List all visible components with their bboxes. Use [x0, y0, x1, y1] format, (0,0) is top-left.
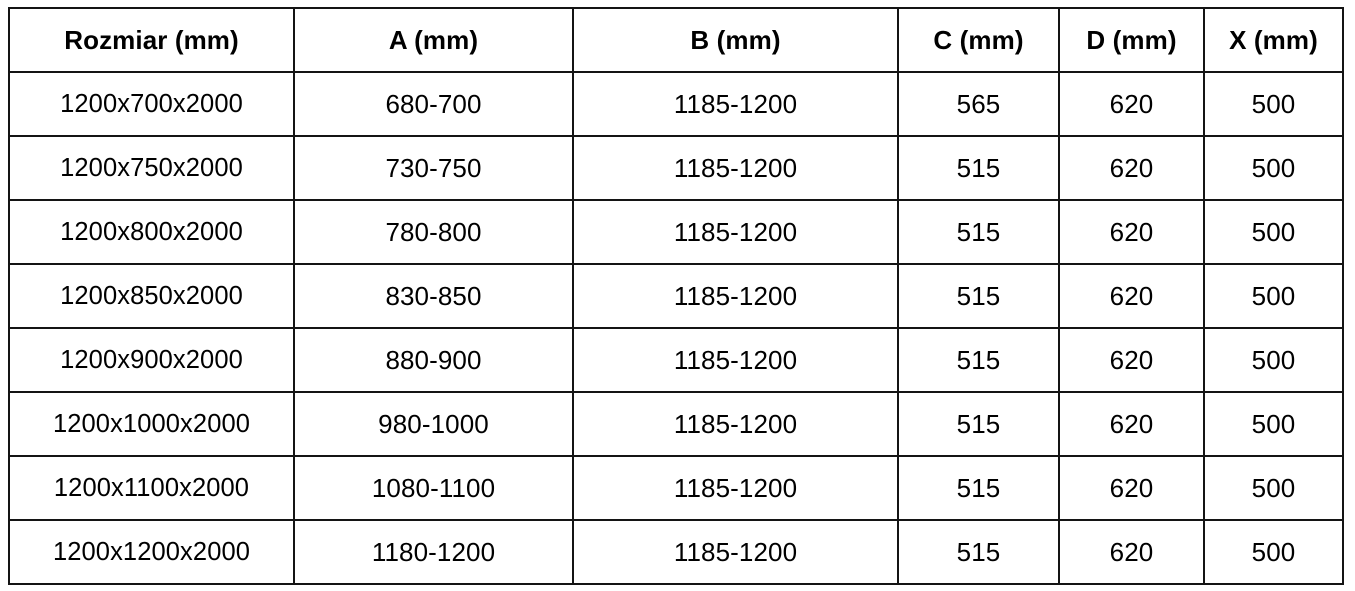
table-header-row: Rozmiar (mm) A (mm) B (mm) C (mm) D (mm)…: [8, 7, 1344, 73]
cell-d: 620: [1058, 327, 1205, 393]
size-table-container: Rozmiar (mm) A (mm) B (mm) C (mm) D (mm)…: [8, 7, 1344, 585]
cell-d: 620: [1058, 199, 1205, 265]
cell-d: 620: [1058, 455, 1205, 521]
cell-d: 620: [1058, 391, 1205, 457]
cell-rozmiar: 1200x1100x2000: [8, 455, 295, 521]
cell-rozmiar: 1200x1200x2000: [8, 519, 295, 585]
cell-c: 515: [897, 391, 1060, 457]
column-header-x: X (mm): [1203, 7, 1344, 73]
cell-rozmiar: 1200x750x2000: [8, 135, 295, 201]
cell-x: 500: [1203, 391, 1344, 457]
table-row: 1200x1200x2000 1180-1200 1185-1200 515 6…: [8, 519, 1344, 585]
column-header-c: C (mm): [897, 7, 1060, 73]
cell-x: 500: [1203, 263, 1344, 329]
column-header-b: B (mm): [572, 7, 899, 73]
cell-a: 1080-1100: [293, 455, 574, 521]
cell-d: 620: [1058, 263, 1205, 329]
table-header: Rozmiar (mm) A (mm) B (mm) C (mm) D (mm)…: [8, 7, 1344, 73]
cell-d: 620: [1058, 135, 1205, 201]
cell-b: 1185-1200: [572, 519, 899, 585]
cell-d: 620: [1058, 519, 1205, 585]
cell-rozmiar: 1200x850x2000: [8, 263, 295, 329]
cell-b: 1185-1200: [572, 327, 899, 393]
cell-b: 1185-1200: [572, 391, 899, 457]
cell-rozmiar: 1200x800x2000: [8, 199, 295, 265]
cell-c: 565: [897, 71, 1060, 137]
cell-b: 1185-1200: [572, 455, 899, 521]
cell-x: 500: [1203, 199, 1344, 265]
cell-c: 515: [897, 519, 1060, 585]
cell-x: 500: [1203, 455, 1344, 521]
cell-rozmiar: 1200x900x2000: [8, 327, 295, 393]
tabela-rozmiarow: Rozmiar (mm) A (mm) B (mm) C (mm) D (mm)…: [8, 7, 1344, 585]
table-row: 1200x750x2000 730-750 1185-1200 515 620 …: [8, 135, 1344, 201]
column-header-rozmiar: Rozmiar (mm): [8, 7, 295, 73]
cell-a: 1180-1200: [293, 519, 574, 585]
cell-b: 1185-1200: [572, 199, 899, 265]
cell-c: 515: [897, 455, 1060, 521]
cell-a: 880-900: [293, 327, 574, 393]
cell-b: 1185-1200: [572, 135, 899, 201]
cell-a: 730-750: [293, 135, 574, 201]
cell-b: 1185-1200: [572, 71, 899, 137]
cell-c: 515: [897, 135, 1060, 201]
cell-b: 1185-1200: [572, 263, 899, 329]
cell-rozmiar: 1200x700x2000: [8, 71, 295, 137]
cell-x: 500: [1203, 71, 1344, 137]
cell-d: 620: [1058, 71, 1205, 137]
cell-rozmiar: 1200x1000x2000: [8, 391, 295, 457]
table-row: 1200x900x2000 880-900 1185-1200 515 620 …: [8, 327, 1344, 393]
cell-x: 500: [1203, 135, 1344, 201]
cell-c: 515: [897, 199, 1060, 265]
table-row: 1200x1100x2000 1080-1100 1185-1200 515 6…: [8, 455, 1344, 521]
cell-a: 980-1000: [293, 391, 574, 457]
table-row: 1200x700x2000 680-700 1185-1200 565 620 …: [8, 71, 1344, 137]
cell-a: 680-700: [293, 71, 574, 137]
cell-c: 515: [897, 263, 1060, 329]
cell-x: 500: [1203, 327, 1344, 393]
table-row: 1200x850x2000 830-850 1185-1200 515 620 …: [8, 263, 1344, 329]
cell-a: 780-800: [293, 199, 574, 265]
cell-c: 515: [897, 327, 1060, 393]
table-body: 1200x700x2000 680-700 1185-1200 565 620 …: [8, 71, 1344, 585]
table-row: 1200x800x2000 780-800 1185-1200 515 620 …: [8, 199, 1344, 265]
table-row: 1200x1000x2000 980-1000 1185-1200 515 62…: [8, 391, 1344, 457]
cell-x: 500: [1203, 519, 1344, 585]
column-header-d: D (mm): [1058, 7, 1205, 73]
cell-a: 830-850: [293, 263, 574, 329]
column-header-a: A (mm): [293, 7, 574, 73]
